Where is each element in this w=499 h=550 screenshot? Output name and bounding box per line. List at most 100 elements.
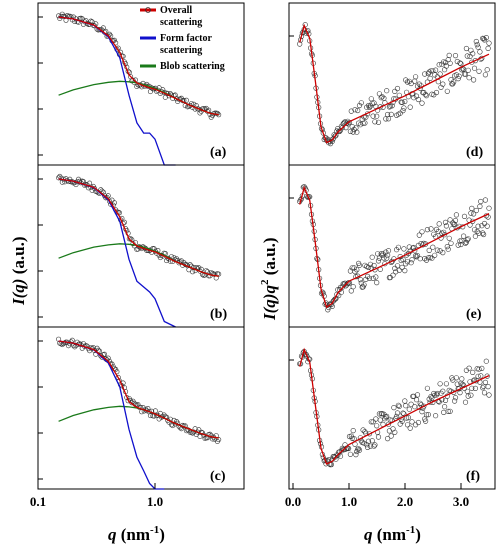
overall-scattering-point bbox=[56, 175, 62, 181]
data-point bbox=[433, 413, 439, 419]
data-point bbox=[354, 129, 360, 135]
data-point bbox=[451, 79, 457, 85]
panel-c: (c) bbox=[37, 326, 245, 490]
data-point bbox=[351, 265, 357, 271]
overall-scattering-point bbox=[97, 348, 103, 354]
data-point bbox=[429, 255, 435, 261]
data-point bbox=[423, 418, 429, 424]
data-point bbox=[433, 67, 439, 73]
panel-e: (e) bbox=[288, 164, 496, 328]
data-point bbox=[346, 445, 352, 452]
data-point bbox=[348, 288, 354, 294]
data-point bbox=[352, 107, 358, 113]
overall-scattering-point bbox=[59, 342, 65, 348]
data-point bbox=[369, 254, 375, 260]
panel-a-label: (a) bbox=[210, 145, 227, 160]
data-point bbox=[383, 116, 389, 122]
panel-d-label: (d) bbox=[466, 145, 483, 160]
data-point bbox=[461, 71, 468, 77]
data-point bbox=[366, 275, 373, 281]
right-x-tick-label-2: 2.0 bbox=[397, 494, 413, 509]
data-point bbox=[482, 72, 489, 78]
overall-scattering-point bbox=[214, 110, 220, 116]
data-point bbox=[375, 251, 381, 257]
data-point bbox=[342, 442, 348, 448]
data-point bbox=[445, 246, 451, 252]
right-x-tick-label-3: 3.0 bbox=[453, 494, 469, 509]
data-point bbox=[374, 423, 380, 429]
data-point bbox=[468, 392, 474, 398]
right-x-axis: 0.0 1.0 2.0 3.0 bbox=[285, 483, 469, 509]
data-point bbox=[429, 395, 435, 401]
data-point bbox=[332, 133, 338, 139]
data-point bbox=[442, 219, 449, 225]
data-point bbox=[374, 280, 380, 286]
data-point bbox=[485, 384, 491, 390]
data-point bbox=[356, 447, 363, 453]
left-x-axis-title: q (nm-1) bbox=[108, 524, 165, 544]
data-point bbox=[413, 93, 420, 99]
data-point bbox=[472, 57, 479, 64]
overall-scattering-point bbox=[164, 258, 170, 264]
data-point bbox=[396, 403, 402, 409]
data-point bbox=[436, 221, 442, 227]
panel-e-frame bbox=[288, 164, 496, 328]
data-point bbox=[375, 119, 382, 125]
data-point bbox=[425, 255, 431, 261]
data-point bbox=[363, 276, 369, 283]
overall-scattering-line bbox=[58, 178, 219, 277]
data-point bbox=[475, 44, 481, 50]
panel-c-plot bbox=[38, 336, 222, 490]
data-point bbox=[477, 203, 483, 209]
data-point bbox=[433, 392, 440, 398]
legend-form-label-2: scattering bbox=[160, 45, 202, 56]
overall-scattering-point bbox=[67, 176, 73, 182]
data-point bbox=[337, 453, 344, 459]
overall-scattering-point bbox=[203, 105, 209, 111]
data-point bbox=[434, 247, 441, 253]
legend-overall-label-1: Overall bbox=[160, 5, 192, 16]
panel-d: (d) bbox=[288, 2, 496, 166]
data-point bbox=[481, 36, 487, 42]
left-x-tick-label-1.0: 1.0 bbox=[147, 494, 163, 509]
data-point bbox=[406, 406, 412, 412]
data-point bbox=[334, 452, 340, 458]
data-point bbox=[388, 433, 394, 439]
data-point bbox=[386, 104, 393, 110]
data-point bbox=[351, 126, 357, 133]
data-point bbox=[413, 253, 419, 259]
data-point bbox=[384, 255, 390, 261]
data-point bbox=[440, 388, 446, 394]
data-point bbox=[361, 440, 367, 446]
data-point bbox=[394, 263, 401, 269]
overall-scattering-point bbox=[170, 423, 176, 429]
data-point bbox=[423, 91, 429, 98]
data-point bbox=[473, 207, 479, 214]
data-point bbox=[394, 413, 400, 420]
overall-scattering-line bbox=[58, 16, 219, 116]
data-point bbox=[422, 71, 428, 77]
data-point bbox=[374, 113, 380, 119]
data-point bbox=[419, 100, 425, 106]
data-point bbox=[367, 261, 374, 267]
data-point bbox=[428, 226, 434, 232]
overall-scattering-point bbox=[202, 435, 208, 441]
data-point bbox=[387, 417, 393, 423]
data-point bbox=[481, 231, 487, 238]
data-point bbox=[349, 265, 355, 271]
data-point bbox=[401, 105, 407, 111]
data-point bbox=[399, 264, 405, 271]
data-point bbox=[448, 240, 454, 246]
data-point bbox=[366, 431, 373, 437]
data-point bbox=[440, 250, 446, 256]
overall-scattering-point bbox=[111, 200, 117, 206]
data-point bbox=[469, 385, 475, 391]
data-point bbox=[421, 403, 427, 409]
data-point bbox=[404, 422, 411, 428]
panel-f-plot bbox=[289, 347, 492, 468]
right-x-axis-title: q (nm-1) bbox=[364, 524, 421, 544]
data-point bbox=[402, 268, 408, 274]
panel-d-frame bbox=[288, 2, 496, 166]
data-point bbox=[472, 233, 479, 239]
